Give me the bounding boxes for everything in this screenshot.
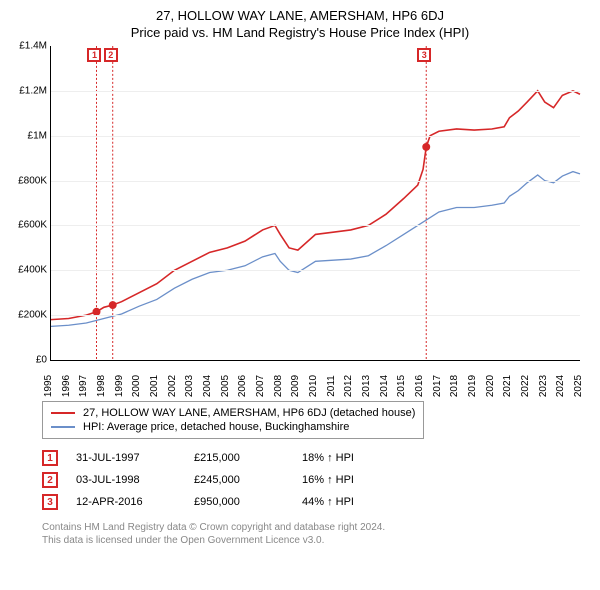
transaction-id-box: 2 (42, 472, 58, 488)
chart-svg (51, 46, 580, 360)
transaction-marker-2: 2 (104, 48, 118, 62)
x-tick-label: 2013 (361, 375, 375, 397)
y-tick-label: £0 (9, 355, 47, 366)
y-tick-label: £1.2M (9, 85, 47, 96)
x-tick-label: 2005 (220, 375, 234, 397)
series-line-hpi (51, 172, 580, 327)
transaction-marker-3: 3 (417, 48, 431, 62)
x-tick-label: 2017 (432, 375, 446, 397)
x-tick-label: 2014 (379, 375, 393, 397)
y-tick-label: £800K (9, 175, 47, 186)
transaction-row: 2 03-JUL-1998 £245,000 16% ↑ HPI (42, 469, 588, 491)
transaction-price: £245,000 (194, 474, 284, 486)
x-tick-label: 2016 (414, 375, 428, 397)
x-tick-label: 2022 (520, 375, 534, 397)
x-tick-label: 2001 (149, 375, 163, 397)
x-tick-label: 2007 (255, 375, 269, 397)
page-title: 27, HOLLOW WAY LANE, AMERSHAM, HP6 6DJ (12, 8, 588, 23)
transaction-pct: 16% ↑ HPI (302, 474, 392, 486)
transaction-row: 1 31-JUL-1997 £215,000 18% ↑ HPI (42, 447, 588, 469)
transaction-id-box: 1 (42, 450, 58, 466)
page-subtitle: Price paid vs. HM Land Registry's House … (12, 25, 588, 40)
series-line-property (51, 91, 580, 320)
x-tick-label: 2008 (273, 375, 287, 397)
x-tick-label: 2019 (467, 375, 481, 397)
plot-region: £0£200K£400K£600K£800K£1M£1.2M£1.4M123 (50, 46, 580, 361)
transaction-marker-1: 1 (87, 48, 101, 62)
x-tick-label: 2009 (290, 375, 304, 397)
transaction-id-box: 3 (42, 494, 58, 510)
x-tick-label: 1997 (78, 375, 92, 397)
x-tick-label: 2011 (326, 375, 340, 397)
transaction-date: 12-APR-2016 (76, 496, 176, 508)
legend: 27, HOLLOW WAY LANE, AMERSHAM, HP6 6DJ (… (42, 401, 424, 439)
y-tick-label: £400K (9, 265, 47, 276)
footnote-line1: Contains HM Land Registry data © Crown c… (42, 521, 562, 534)
x-tick-label: 2012 (343, 375, 357, 397)
y-tick-label: £1.4M (9, 41, 47, 52)
x-tick-label: 1996 (61, 375, 75, 397)
x-tick-label: 2006 (237, 375, 251, 397)
transaction-row: 3 12-APR-2016 £950,000 44% ↑ HPI (42, 491, 588, 513)
transaction-price: £215,000 (194, 452, 284, 464)
x-tick-label: 2024 (555, 375, 569, 397)
x-tick-label: 2018 (449, 375, 463, 397)
gridline (51, 270, 580, 271)
y-tick-label: £1M (9, 130, 47, 141)
transaction-pct: 44% ↑ HPI (302, 496, 392, 508)
gridline (51, 181, 580, 182)
gridline (51, 91, 580, 92)
chart-area: £0£200K£400K£600K£800K£1M£1.2M£1.4M123 1… (50, 46, 580, 391)
x-tick-label: 2023 (538, 375, 552, 397)
x-tick-label: 2021 (502, 375, 516, 397)
footnote-line2: This data is licensed under the Open Gov… (42, 534, 562, 547)
gridline (51, 225, 580, 226)
x-tick-label: 2004 (202, 375, 216, 397)
x-tick-label: 1998 (96, 375, 110, 397)
x-tick-label: 1995 (43, 375, 57, 397)
transaction-price: £950,000 (194, 496, 284, 508)
x-tick-label: 2002 (167, 375, 181, 397)
legend-item-property: 27, HOLLOW WAY LANE, AMERSHAM, HP6 6DJ (… (51, 406, 415, 420)
x-tick-label: 2015 (396, 375, 410, 397)
legend-swatch-property (51, 412, 75, 414)
legend-swatch-hpi (51, 426, 75, 428)
footnote: Contains HM Land Registry data © Crown c… (42, 521, 562, 547)
transaction-date: 31-JUL-1997 (76, 452, 176, 464)
legend-label-property: 27, HOLLOW WAY LANE, AMERSHAM, HP6 6DJ (… (83, 407, 415, 419)
x-tick-label: 1999 (114, 375, 128, 397)
x-tick-label: 2000 (131, 375, 145, 397)
transaction-date: 03-JUL-1998 (76, 474, 176, 486)
x-tick-label: 2010 (308, 375, 322, 397)
legend-item-hpi: HPI: Average price, detached house, Buck… (51, 420, 415, 434)
transaction-pct: 18% ↑ HPI (302, 452, 392, 464)
transaction-table: 1 31-JUL-1997 £215,000 18% ↑ HPI 2 03-JUL-199… (42, 447, 588, 513)
x-tick-label: 2020 (485, 375, 499, 397)
legend-label-hpi: HPI: Average price, detached house, Buck… (83, 421, 349, 433)
y-tick-label: £200K (9, 310, 47, 321)
gridline (51, 136, 580, 137)
gridline (51, 315, 580, 316)
x-tick-label: 2025 (573, 375, 587, 397)
y-tick-label: £600K (9, 220, 47, 231)
x-axis-ticks: 1995199619971998199920002001200220032004… (50, 365, 580, 393)
x-tick-label: 2003 (184, 375, 198, 397)
